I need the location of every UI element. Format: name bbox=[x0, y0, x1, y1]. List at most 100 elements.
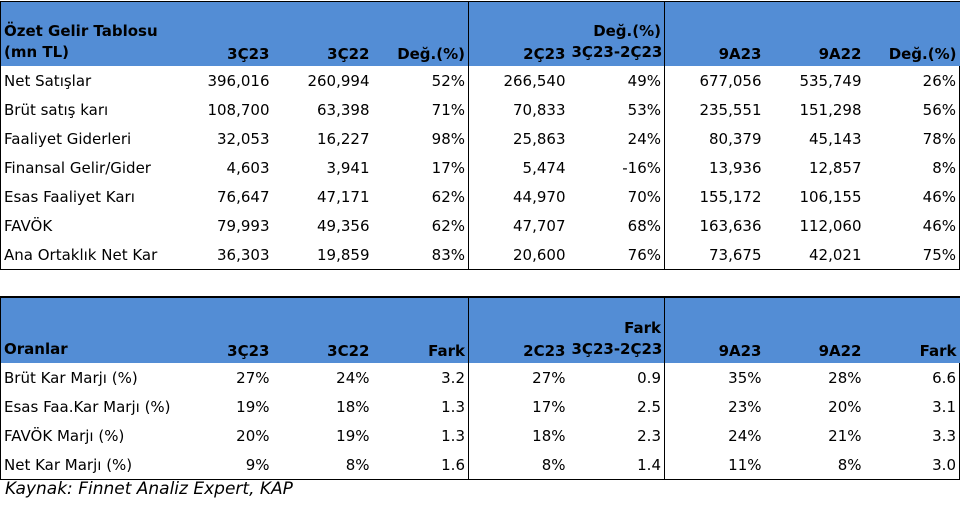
table-cell: 18% bbox=[336, 397, 370, 416]
table-cell: 13,936 bbox=[664, 153, 765, 182]
table-cell: 155,172 bbox=[664, 182, 765, 211]
table-cell: 2.5 bbox=[637, 397, 661, 416]
table-cell: 47,707 bbox=[468, 211, 569, 240]
ratio-col-header-diff-9m: Fark bbox=[864, 297, 960, 363]
table-cell: 23% bbox=[664, 392, 765, 421]
table-cell: 62% bbox=[431, 187, 465, 206]
table-cell: 32,053 bbox=[217, 129, 270, 148]
ratio-col-header-diff-yoy: Fark bbox=[372, 297, 469, 363]
table-cell: 52% bbox=[431, 71, 465, 90]
row-label: FAVÖK bbox=[0, 211, 173, 240]
row-label: Brüt satış karı bbox=[0, 95, 173, 124]
table-cell: 71% bbox=[431, 100, 465, 119]
col-header-change-qoq-line1: Değ.(%) bbox=[593, 22, 661, 40]
table-row: Esas Faaliyet Karı 76,647 47,171 62% 44,970 7… bbox=[0, 182, 960, 211]
table-row: Esas Faa.Kar Marjı (%) 19% 18% 1.3 17% 2.5 23%… bbox=[0, 392, 960, 421]
table-cell: 42,021 bbox=[764, 240, 865, 270]
table-cell: 1.4 bbox=[568, 450, 665, 480]
table-cell: 35% bbox=[664, 363, 765, 392]
table-cell: 70% bbox=[627, 187, 661, 206]
table-row: FAVÖK Marjı (%) 20% 19% 1.3 18% 2.3 24% 21% 3.3 bbox=[0, 421, 960, 450]
income-title-cell: Özet Gelir Tablosu (mn TL) bbox=[0, 1, 173, 66]
ratio-col-header-2q23: 2C23 bbox=[468, 297, 569, 363]
table-row: Brüt satış karı 108,700 63,398 71% 70,833 53%… bbox=[0, 95, 960, 124]
table-row: FAVÖK 79,993 49,356 62% 47,707 68% 163,636 112,… bbox=[0, 211, 960, 240]
table-cell: 28% bbox=[828, 368, 862, 387]
row-label: Esas Faa.Kar Marjı (%) bbox=[0, 392, 173, 421]
row-label: FAVÖK Marjı (%) bbox=[0, 421, 173, 450]
table-cell: 266,540 bbox=[468, 66, 569, 95]
table-cell: 19% bbox=[236, 397, 270, 416]
ratio-col-header-9m23: 9A23 bbox=[664, 297, 765, 363]
row-label: Net Kar Marjı (%) bbox=[0, 450, 173, 480]
table-cell: 6.6 bbox=[864, 363, 960, 392]
table-cell: 1.3 bbox=[441, 426, 465, 445]
table-cell: 151,298 bbox=[799, 100, 862, 119]
table-cell: 68% bbox=[627, 216, 661, 235]
table-cell: 235,551 bbox=[664, 95, 765, 124]
table-row: Net Satışlar 396,016 260,994 52% 266,540 49% 6… bbox=[0, 66, 960, 95]
source-note: Kaynak: Finnet Analiz Expert, KAP bbox=[5, 479, 293, 499]
table-cell: 108,700 bbox=[207, 100, 270, 119]
table-row: Brüt Kar Marjı (%) 27% 24% 3.2 27% 0.9 35% 28% 6… bbox=[0, 363, 960, 392]
table-cell: 73,675 bbox=[664, 240, 765, 270]
table-cell: 19% bbox=[336, 426, 370, 445]
table-cell: 49,356 bbox=[317, 216, 370, 235]
income-header-row: Özet Gelir Tablosu (mn TL) 3Ç23 3Ç22 Değ… bbox=[0, 1, 960, 66]
table-cell: 396,016 bbox=[207, 71, 270, 90]
table-cell: 44,970 bbox=[468, 182, 569, 211]
table-cell: 20% bbox=[828, 397, 862, 416]
ratio-col-header-3q23: 3Ç23 bbox=[172, 297, 273, 363]
table-cell: 76,647 bbox=[217, 187, 270, 206]
table-cell: 27% bbox=[468, 363, 569, 392]
col-header-change-9m: Değ.(%) bbox=[864, 1, 960, 66]
table-cell: 78% bbox=[864, 124, 960, 153]
table-cell: 24% bbox=[664, 421, 765, 450]
table-cell: 17% bbox=[468, 392, 569, 421]
table-cell: 76% bbox=[568, 240, 665, 270]
ratio-col-header-diff-qoq-line1: Fark bbox=[624, 319, 661, 337]
table-cell: 47,171 bbox=[317, 187, 370, 206]
col-header-3q22: 3Ç22 bbox=[272, 1, 373, 66]
table-cell: 80,379 bbox=[664, 124, 765, 153]
table-cell: 70,833 bbox=[468, 95, 569, 124]
table-cell: 112,060 bbox=[799, 216, 862, 235]
table-row: Faaliyet Giderleri 32,053 16,227 98% 25,863 2… bbox=[0, 124, 960, 153]
table-cell: 5,474 bbox=[468, 153, 569, 182]
table-cell: 3.1 bbox=[864, 392, 960, 421]
ratios-table: Oranlar 3Ç23 3C22 Fark 2C23 Fark 3Ç23-2Ç… bbox=[0, 296, 960, 480]
row-label: Net Satışlar bbox=[0, 66, 173, 95]
table-cell: 3.2 bbox=[441, 368, 465, 387]
table-cell: 45,143 bbox=[809, 129, 862, 148]
table-row: Ana Ortaklık Net Kar 36,303 19,859 83% 20,60… bbox=[0, 240, 960, 270]
table-cell: 24% bbox=[336, 368, 370, 387]
table-cell: 260,994 bbox=[307, 71, 370, 90]
table-cell: 63,398 bbox=[317, 100, 370, 119]
table-cell: 4,603 bbox=[226, 158, 270, 177]
table-cell: 0.9 bbox=[637, 368, 661, 387]
table-cell: 8% bbox=[272, 450, 373, 480]
table-cell: 677,056 bbox=[664, 66, 765, 95]
row-label: Esas Faaliyet Karı bbox=[0, 182, 173, 211]
table-cell: 36,303 bbox=[172, 240, 273, 270]
table-cell: 46% bbox=[864, 182, 960, 211]
table-cell: 1.3 bbox=[441, 397, 465, 416]
table-cell: 106,155 bbox=[799, 187, 862, 206]
table-cell: 79,993 bbox=[217, 216, 270, 235]
table-cell: 3.0 bbox=[864, 450, 960, 480]
ratio-col-header-9m22: 9A22 bbox=[764, 297, 865, 363]
table-cell: 20,600 bbox=[468, 240, 569, 270]
table-cell: 20% bbox=[236, 426, 270, 445]
row-label: Ana Ortaklık Net Kar bbox=[0, 240, 173, 270]
table-row: Net Kar Marjı (%) 9% 8% 1.6 8% 1.4 11% 8% 3.0 bbox=[0, 450, 960, 480]
table-cell: 27% bbox=[236, 368, 270, 387]
table-cell: 53% bbox=[627, 100, 661, 119]
table-cell: 8% bbox=[764, 450, 865, 480]
table-cell: 3.3 bbox=[864, 421, 960, 450]
col-header-9m23: 9A23 bbox=[664, 1, 765, 66]
table-cell: 98% bbox=[431, 129, 465, 148]
table-cell: 16,227 bbox=[317, 129, 370, 148]
ratio-col-header-diff-qoq-line2: 3Ç23-2Ç23 bbox=[571, 340, 663, 358]
ratio-col-header-3q22: 3C22 bbox=[272, 297, 373, 363]
